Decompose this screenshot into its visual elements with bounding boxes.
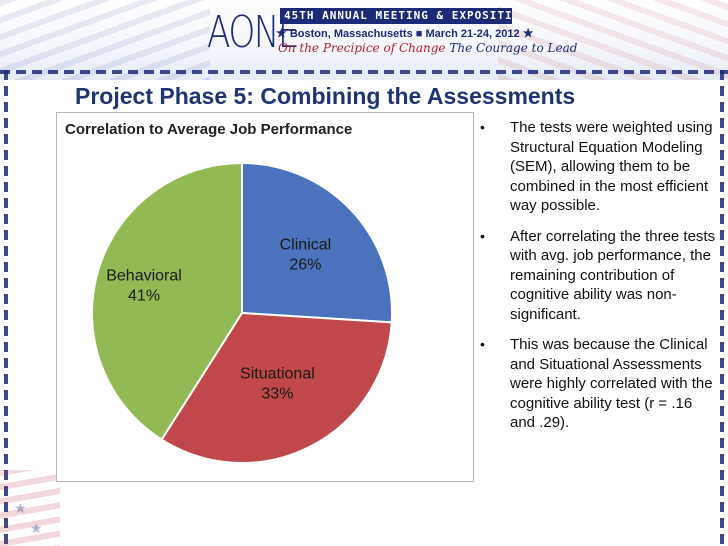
star-icon: ★ [30,520,43,536]
slice-label-behavioral: Behavioral [106,268,182,285]
slice-value-situational: 33% [261,385,293,402]
slice-value-behavioral: 41% [128,288,160,305]
bullet-item: • This was because the Clinical and Situ… [480,335,720,433]
dashed-border-left [4,70,8,546]
slide-title: Project Phase 5: Combining the Assessmen… [75,83,576,109]
dashed-border-right [720,70,724,546]
pie-chart: Clinical 26% Situational 33% Behavioral 41% [91,161,393,464]
slice-label-situational: Situational [240,365,315,382]
bullet-text: The tests were weighted using Structural… [510,119,713,214]
banner-location-date: ★ Boston, Massachusetts ■ March 21-24, 2… [276,26,534,40]
chart-panel: Correlation to Average Job Performance C… [56,112,474,482]
star-icon: ★ [14,500,27,516]
banner-meeting-title: 45TH ANNUAL MEETING & EXPOSITION [280,8,512,24]
banner-flag-stripes-right [498,0,728,80]
slice-label-clinical: Clinical [280,236,332,253]
bullet-marker: • [480,227,485,244]
flag-stripes-bottom-left [0,470,60,546]
star-icon: ★ [522,26,534,40]
banner-flag-stripes-left [0,0,210,80]
bullet-list: • The tests were weighted using Structur… [480,118,720,444]
pie-slice-behavioral [91,161,243,442]
chart-title: Correlation to Average Job Performance [65,121,353,138]
bullet-item: • After correlating the three tests with… [480,227,720,325]
bullet-marker: • [480,336,485,352]
conference-banner: AONE 45TH ANNUAL MEETING & EXPOSITION ★ … [0,0,728,80]
bullet-text: This was because the Clinical and Situat… [510,336,713,431]
bullet-marker: • [480,119,485,135]
slice-value-clinical: 26% [289,256,321,273]
bullet-item: • The tests were weighted using Structur… [480,118,720,216]
bullet-text: After correlating the three tests with a… [510,227,716,323]
banner-tagline: On the Precipice of Change The Courage t… [278,41,578,55]
pie-slice-clinical [241,161,393,324]
star-icon: ★ [276,26,287,40]
dashed-divider [0,70,728,74]
